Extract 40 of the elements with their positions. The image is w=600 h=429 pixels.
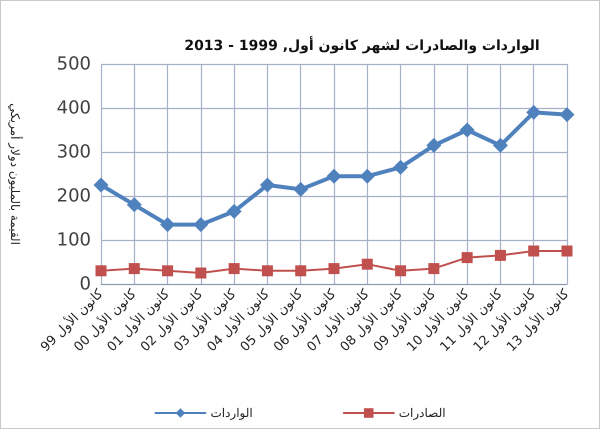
point	[428, 263, 440, 274]
point	[228, 263, 240, 274]
point	[328, 263, 340, 274]
point	[560, 107, 574, 122]
point	[293, 182, 308, 197]
point	[362, 258, 373, 270]
point	[295, 265, 306, 276]
point	[360, 168, 375, 184]
y-tick-label: 100	[56, 230, 91, 250]
legend-label: الواردات	[210, 406, 253, 420]
point	[162, 265, 174, 276]
point	[94, 178, 108, 192]
point	[193, 217, 208, 232]
point	[492, 138, 508, 153]
point	[262, 265, 273, 276]
point	[195, 268, 206, 278]
point	[128, 263, 140, 274]
point	[460, 122, 475, 138]
chart-title: الواردات والصادرات لشهر كانون أول, 1999 - 2013	[184, 36, 540, 54]
point	[562, 246, 572, 256]
y-tick-label: 0	[80, 274, 91, 294]
point	[260, 178, 275, 192]
point	[528, 246, 540, 256]
point	[526, 104, 542, 120]
y-tick-label: 200	[56, 186, 91, 206]
point	[494, 250, 506, 261]
point	[393, 160, 408, 175]
y-axis-title: القيمة بالمليون دولار أمريكي	[8, 103, 23, 245]
y-tick-label: 300	[56, 142, 91, 162]
point	[126, 197, 142, 212]
legend-label: الصادرات	[398, 406, 446, 420]
y-tick-label: 400	[56, 98, 91, 118]
point	[96, 265, 106, 276]
y-tick-label: 500	[56, 54, 91, 74]
point	[326, 168, 342, 184]
point	[426, 138, 442, 153]
point	[160, 217, 176, 232]
point	[395, 265, 406, 276]
point	[226, 204, 242, 219]
point	[462, 252, 473, 264]
